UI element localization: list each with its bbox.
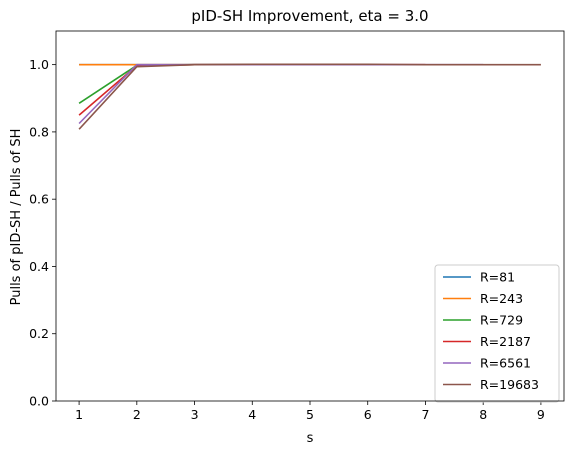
x-axis-label: s <box>307 431 314 446</box>
x-tick-label: 5 <box>306 407 314 422</box>
x-tick-label: 9 <box>537 407 545 422</box>
y-tick-label: 0.0 <box>29 394 49 409</box>
x-tick-label: 4 <box>248 407 256 422</box>
y-tick-label: 0.2 <box>29 326 49 341</box>
chart-title: pID-SH Improvement, eta = 3.0 <box>191 7 428 25</box>
x-tick-label: 7 <box>421 407 429 422</box>
y-tick-label: 0.4 <box>29 259 49 274</box>
y-axis: 0.0 0.2 0.4 0.6 0.8 1.0 <box>29 57 56 409</box>
x-tick-label: 8 <box>479 407 487 422</box>
x-tick-label: 3 <box>191 407 199 422</box>
x-tick-label: 2 <box>133 407 141 422</box>
series-lines <box>78 63 541 130</box>
legend-label: R=6561 <box>480 356 531 371</box>
y-tick-label: 1.0 <box>29 57 49 72</box>
y-tick-label: 0.6 <box>29 192 49 207</box>
axes-frame <box>55 30 565 402</box>
legend-label: R=243 <box>480 291 523 306</box>
legend: R=81 R=243 R=729 R=2187 R=6561 R=19683 <box>434 264 560 403</box>
x-tick-label: 6 <box>364 407 372 422</box>
legend-label: R=729 <box>480 313 523 328</box>
y-tick-label: 0.8 <box>29 124 49 139</box>
x-axis: 1 2 3 4 5 6 7 8 9 <box>75 401 545 422</box>
series-line-5 <box>78 63 541 130</box>
legend-label: R=2187 <box>480 334 531 349</box>
legend-label: R=81 <box>480 270 515 285</box>
x-tick-label: 1 <box>75 407 83 422</box>
legend-label: R=19683 <box>480 377 539 392</box>
y-axis-label: Pulls of pID-SH / Pulls of SH <box>9 129 24 306</box>
